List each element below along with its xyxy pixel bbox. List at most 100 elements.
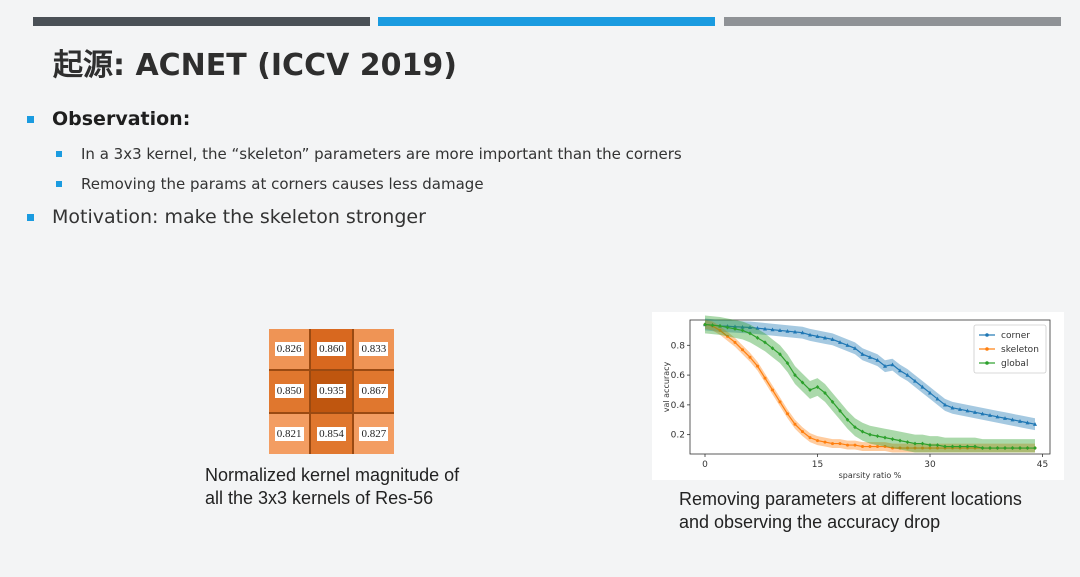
- corner-point: [778, 328, 782, 333]
- skeleton-point: [816, 439, 819, 443]
- skeleton-point: [838, 442, 842, 446]
- skeleton-point: [718, 328, 722, 332]
- observation-label: Observation:: [52, 108, 191, 130]
- corner-point: [958, 407, 962, 411]
- corner-point: [1003, 416, 1007, 420]
- corner-point: [830, 337, 835, 341]
- kernel-cell: 0.833: [353, 329, 394, 370]
- skeleton-point: [868, 445, 872, 449]
- header-bar-blue: [378, 17, 715, 26]
- corner-point: [815, 334, 820, 338]
- accuracy-chart-svg: 0 15 30 45 0.2 0.4 0.6 0.8 sparsity ratio % val a…: [662, 315, 1051, 480]
- kernel-cell: 0.826: [269, 329, 310, 370]
- legend-marker-global: [985, 361, 989, 365]
- corner-point: [913, 378, 917, 383]
- corner-point: [988, 413, 992, 417]
- legend-label-skeleton: skeleton: [1001, 345, 1039, 355]
- corner-point: [890, 362, 895, 367]
- sub-bullet-2: Removing the params at corners causes le…: [81, 175, 484, 193]
- y-tick-label: 0.6: [671, 371, 686, 381]
- skeleton-point: [733, 340, 737, 344]
- skeleton-point: [763, 376, 767, 380]
- skeleton-point: [928, 446, 932, 450]
- skeleton-point: [756, 364, 759, 368]
- skeleton-point: [831, 442, 834, 446]
- skeleton-point: [898, 446, 902, 450]
- corner-point: [845, 343, 850, 347]
- bullet-observation: [27, 116, 34, 123]
- skeleton-point: [846, 443, 849, 447]
- x-tick-label: 45: [1037, 460, 1048, 470]
- corner-point: [763, 326, 767, 331]
- global-point: [1033, 446, 1037, 451]
- corner-point: [1010, 417, 1015, 422]
- slide-title: 起源: ACNET (ICCV 2019): [53, 48, 457, 83]
- corner-point: [883, 363, 887, 368]
- y-tick-label: 0.2: [671, 431, 685, 441]
- corner-confidence-band: [705, 318, 1035, 431]
- kernel-magnitude-grid: 0.826 0.860 0.833 0.850 0.935 0.867 0.82…: [269, 329, 394, 454]
- skeleton-confidence-band: [705, 320, 1035, 453]
- corner-point: [868, 355, 872, 359]
- skeleton-point: [823, 440, 827, 444]
- skeleton-point: [853, 443, 857, 447]
- skeleton-point: [936, 446, 939, 450]
- x-tick-label: 30: [924, 460, 936, 470]
- y-axis-label: val accuracy: [662, 361, 671, 412]
- corner-point: [905, 372, 910, 377]
- kernel-caption-line-1: Normalized kernel magnitude of: [205, 465, 460, 485]
- skeleton-point: [808, 436, 812, 440]
- corner-point: [980, 411, 985, 416]
- kernel-caption: Normalized kernel magnitude of all the 3…: [205, 464, 459, 510]
- corner-point: [1018, 419, 1022, 423]
- corner-point: [785, 328, 790, 333]
- skeleton-point: [771, 388, 774, 392]
- skeleton-point: [778, 400, 782, 404]
- skeleton-point: [786, 412, 789, 416]
- skeleton-point: [726, 334, 729, 338]
- y-tick-label: 0.8: [671, 341, 686, 351]
- x-axis-label: sparsity ratio %: [839, 471, 902, 480]
- corner-point: [823, 335, 827, 340]
- skeleton-point: [793, 422, 797, 426]
- kernel-cell: 0.850: [269, 371, 310, 412]
- corner-point: [973, 410, 977, 414]
- bullet-sub-2: [56, 181, 62, 187]
- kernel-caption-line-2: all the 3x3 kernels of Res-56: [205, 488, 434, 508]
- kernel-cell: 0.860: [311, 329, 352, 370]
- chart-caption-line-2: and observing the accuracy drop: [679, 512, 941, 532]
- kernel-cell: 0.935: [311, 371, 352, 412]
- skeleton-point: [876, 445, 879, 449]
- corner-point: [808, 332, 812, 337]
- kernel-cell: 0.827: [353, 413, 394, 454]
- chart-caption-line-1: Removing parameters at different locatio…: [679, 489, 1022, 509]
- legend-box: [973, 324, 1047, 374]
- y-tick-label: 0.4: [671, 401, 686, 411]
- x-tick-label: 0: [702, 460, 708, 470]
- header-bar-dark: [33, 17, 370, 26]
- kernel-cell: 0.854: [311, 413, 352, 454]
- skeleton-point: [891, 446, 894, 450]
- corner-point: [1025, 420, 1030, 425]
- legend-marker-corner: [985, 333, 989, 337]
- skeleton-point: [906, 446, 909, 450]
- legend-label-global: global: [1001, 359, 1028, 369]
- corner-point: [1033, 422, 1037, 426]
- corner-point: [860, 352, 865, 356]
- skeleton-point: [748, 355, 752, 359]
- corner-point: [935, 396, 940, 401]
- corner-point: [875, 358, 880, 362]
- corner-point: [965, 408, 970, 413]
- corner-point: [853, 346, 857, 350]
- skeleton-point: [921, 446, 924, 450]
- bullet-sub-1: [56, 151, 62, 157]
- corner-point: [748, 325, 752, 330]
- corner-point: [733, 324, 737, 329]
- corner-point: [950, 405, 955, 410]
- global-point: [1025, 446, 1030, 451]
- corner-point: [800, 330, 805, 335]
- sub-bullet-1: In a 3x3 kernel, the “skeleton” paramete…: [81, 145, 682, 163]
- kernel-cell: 0.821: [269, 413, 310, 454]
- accuracy-chart: 0 15 30 45 0.2 0.4 0.6 0.8 sparsity ratio % val a…: [652, 312, 1064, 480]
- skeleton-point: [883, 445, 887, 449]
